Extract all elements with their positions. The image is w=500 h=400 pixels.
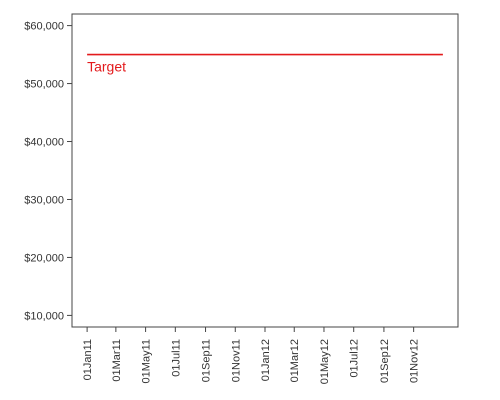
y-axis: $10,000 $20,000 $30,000 $40,000 $50,000 $60,0… [24,21,72,322]
plot-area-frame [71,13,459,328]
x-tick-label: 01Sep12 [379,339,391,383]
y-tick-label: $10,000 [24,310,64,322]
x-tick-label: 01Mar12 [289,339,301,382]
x-tick-label: 01Mar11 [111,339,123,382]
y-tick-label: $60,000 [24,21,64,33]
x-tick-label: 01Jul12 [349,339,361,378]
y-tick-label: $50,000 [24,79,64,91]
x-axis: 01Jan11 01Mar11 01May11 01Jul11 01Sep11 01Nov… [82,327,421,384]
x-tick-label: 01May11 [141,339,153,383]
x-tick-label: 01Sep11 [201,339,213,382]
x-tick-label: 01Jan12 [260,339,272,381]
y-tick-label: $30,000 [24,194,64,206]
x-tick-label: 01Nov11 [230,339,242,382]
target-annotation: Target [87,59,126,75]
x-tick-label: 01Jan11 [82,339,94,380]
y-tick-label: $40,000 [24,137,64,149]
annotation-layer: Target [87,59,126,75]
y-tick-label: $20,000 [24,252,64,264]
x-tick-label: 01Jul11 [170,339,182,377]
x-tick-label: 01Nov12 [409,339,421,383]
x-tick-label: 01May12 [319,339,331,384]
